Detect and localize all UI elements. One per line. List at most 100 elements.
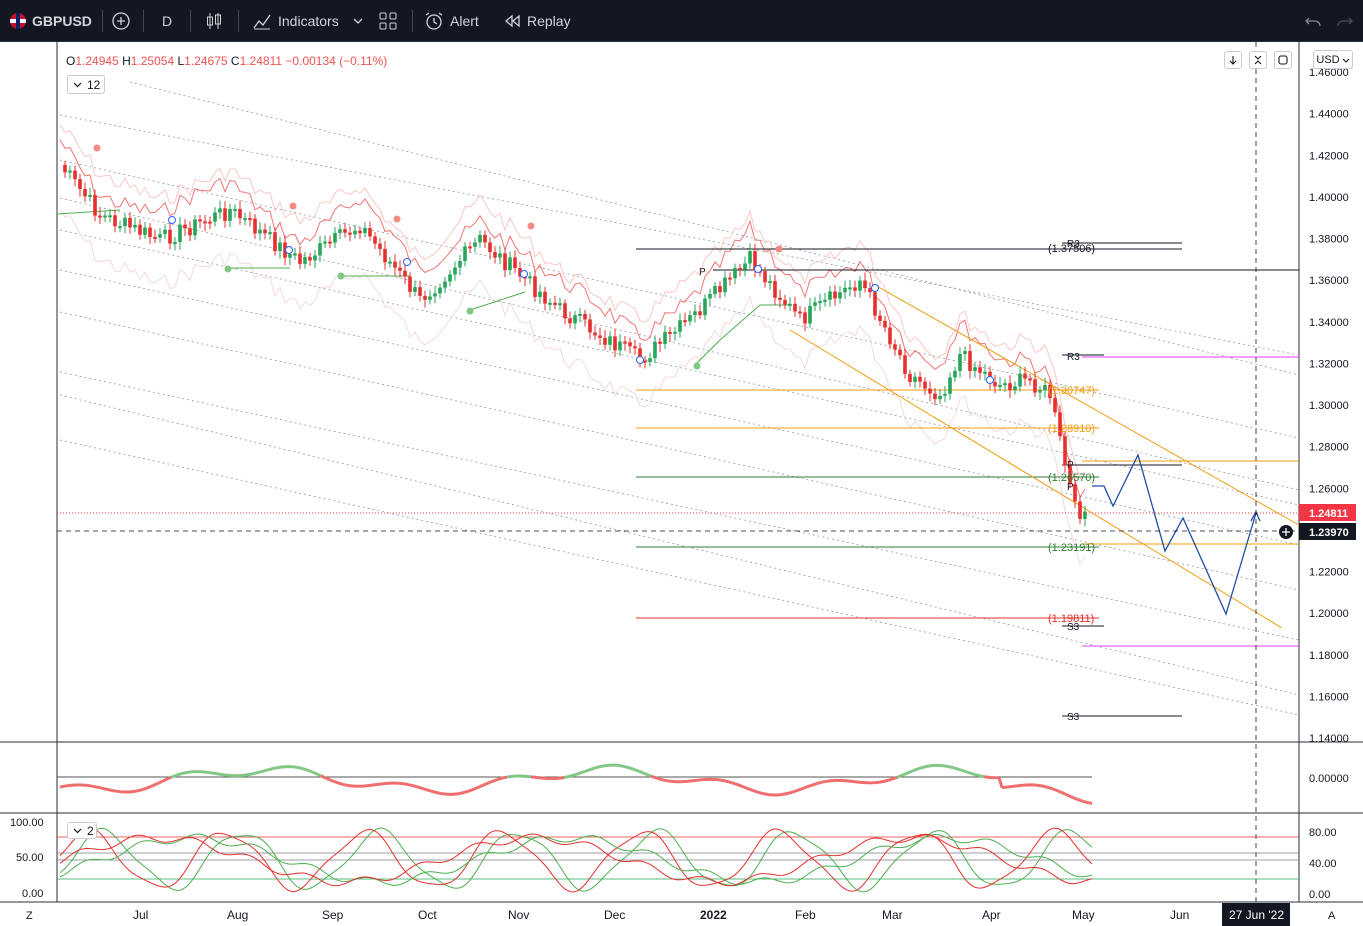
crosshair-date: 27 Jun '22 [1229,908,1284,922]
chart-type-button[interactable] [204,0,224,42]
osc-segment [785,791,790,796]
candle-body [998,385,1002,388]
candle-body [113,215,117,227]
osc-segment [644,772,649,777]
close-value: 1.24811 [239,54,283,68]
osc-segment [152,782,157,787]
redo-button[interactable] [1336,0,1354,42]
osc-segment [1055,788,1060,793]
osc-segment [662,778,667,783]
chart-canvas[interactable]: (1.37506) (1.30747) (1.28910) (1.26570) … [0,42,1363,926]
osc-segment [1064,792,1069,797]
osc-segment [587,767,592,772]
candle-body [803,312,807,324]
pivot-label-3: P [1067,482,1074,493]
candle-body [668,331,672,334]
candle-body [878,315,882,321]
candle-body [1013,386,1017,391]
osc-segment [479,783,484,788]
candle-body [363,228,367,234]
candle-body [893,344,897,350]
candle-body [728,277,732,280]
indicators-label: Indicators [278,13,339,29]
osc-segment [980,774,985,779]
candle-body [288,254,292,258]
buy-marker [466,307,474,315]
candle-body [763,271,767,283]
momentum-oscillator [59,763,1093,805]
candle-body [293,253,297,256]
osc-segment [422,787,427,792]
interval-button[interactable]: D [162,0,172,42]
buy-marker [224,265,232,273]
osc-segment [890,777,895,781]
alert-button[interactable]: Alert [424,0,479,42]
osc-segment [896,774,901,779]
osc-segment [182,771,187,775]
candle-body [1003,383,1007,386]
osc-segment [959,768,964,773]
channel-line [129,81,1300,376]
add-level-button[interactable] [1279,525,1293,539]
layout-button[interactable] [378,0,398,42]
templates-dropdown[interactable] [352,0,364,42]
candle-body [353,230,357,235]
candle-body [1043,385,1047,391]
time-axis[interactable]: Jul Aug Sep Oct Nov Dec 2022 Feb Mar Apr… [133,908,1189,922]
indicators-button[interactable]: Indicators [252,0,339,42]
candle-body [413,287,417,292]
osc-segment [641,771,646,776]
candle-body [513,257,517,269]
interval-label: D [162,13,173,29]
osc-segment [893,775,898,780]
candle-body [253,218,257,234]
osc-segment [470,787,475,792]
candle-body [1048,385,1052,399]
candle-body [643,360,647,363]
candle-body [428,296,432,300]
replay-rewind-icon [504,14,520,28]
price-tick: 1.26000 [1309,483,1349,495]
compare-button[interactable] [110,0,132,42]
zoom-left-button[interactable]: Z [26,910,33,922]
osc-segment [599,764,604,769]
maximize-pane-button[interactable] [1274,51,1292,69]
candle-body [148,227,152,237]
osc-segment [755,790,760,794]
undo-button[interactable] [1304,0,1322,42]
osc-segment [656,776,661,781]
osc-segment [920,765,925,770]
price-tick: 1.46000 [1309,67,1349,79]
collapse-pane-button[interactable] [1249,51,1267,69]
auto-scale-button[interactable]: A [1328,910,1336,922]
osc-segment [341,782,346,787]
symbol-search[interactable]: GBPUSD [10,0,92,42]
osc-segment [419,786,424,791]
currency-select[interactable]: USD [1313,50,1353,69]
osc-segment [140,787,145,792]
close-key: C [230,54,240,68]
osc-segment [260,769,265,774]
studies-toggle[interactable]: 12 [67,75,105,94]
osc-segment [173,773,178,778]
candle-body [858,280,862,291]
price-axis[interactable]: 1.46000 1.44000 1.42000 1.40000 1.38000 1.360… [1309,67,1349,745]
toolbar-divider [412,10,413,32]
candle-body [928,388,932,394]
candle-body [193,219,197,236]
osc-segment [1067,793,1072,799]
candle-body [588,319,592,333]
osc-segment [731,781,736,786]
collapse-icon [1254,55,1262,65]
top-toolbar: GBPUSD D Indicators Alert Replay [0,0,1363,42]
move-pane-down-button[interactable] [1224,51,1242,69]
price-tick: 1.20000 [1309,608,1349,620]
osc-segment [251,771,256,776]
osc-segment [665,779,670,783]
replay-button[interactable]: Replay [503,0,571,42]
osc-segment [584,768,589,773]
candle-body [328,241,332,244]
currency-label: USD [1316,53,1340,66]
pane-studies-toggle[interactable]: 2 [67,822,97,839]
osc-segment [272,766,277,771]
